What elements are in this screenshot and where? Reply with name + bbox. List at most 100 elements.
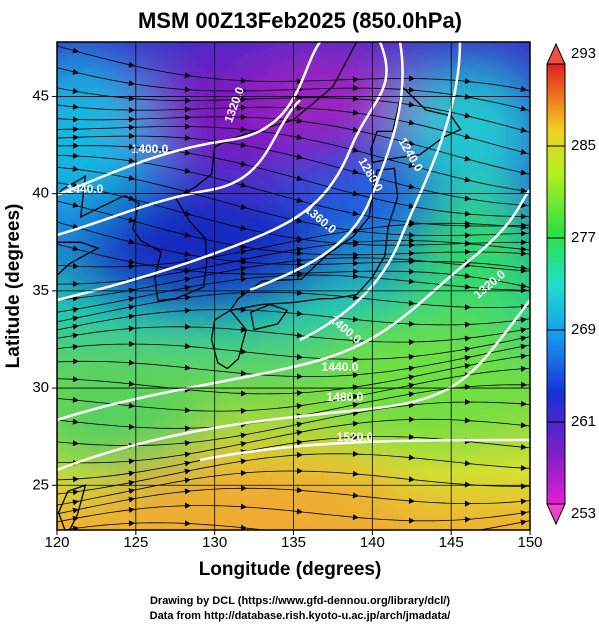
stream-arrow [520, 169, 527, 176]
stream-arrow [408, 320, 415, 327]
streamline [57, 344, 530, 377]
stream-arrow [296, 272, 303, 279]
stream-arrow [240, 104, 247, 111]
stream-arrow [128, 143, 135, 150]
streamline [57, 274, 530, 313]
contour-label: 1440.0 [67, 182, 104, 196]
stream-arrow [520, 224, 527, 231]
stream-arrow [352, 372, 359, 379]
stream-arrow [128, 313, 135, 320]
stream-arrow [408, 339, 415, 346]
stream-arrow [352, 316, 359, 323]
stream-arrow [72, 476, 79, 483]
stream-arrow [128, 470, 135, 477]
stream-arrow [352, 268, 359, 275]
axes: 120 125 130 135 140 145 150 25 30 35 40 45 [32, 87, 542, 551]
stream-arrow [240, 77, 247, 84]
stream-arrow [240, 224, 247, 231]
stream-arrow [296, 246, 303, 253]
stream-arrow [408, 416, 415, 423]
stream-arrow [72, 152, 79, 159]
stream-arrow [240, 126, 247, 133]
stream-arrow [408, 497, 415, 504]
stream-arrow [128, 95, 135, 102]
stream-arrow [352, 126, 359, 133]
colorbar: 253 261 269 277 285 293 [546, 42, 596, 526]
stream-arrow [240, 181, 247, 188]
x-tick-label: 135 [281, 534, 306, 551]
stream-arrow [408, 75, 415, 82]
stream-arrow [184, 407, 191, 414]
stream-arrow [520, 317, 527, 323]
stream-arrow [408, 86, 415, 93]
streamline [57, 309, 530, 331]
stream-arrow [520, 246, 527, 253]
stream-arrow [128, 296, 135, 303]
streamline [57, 87, 530, 133]
stream-arrow [184, 97, 191, 104]
y-axis-label: Latitude (degrees) [3, 204, 24, 369]
stream-arrow [352, 356, 359, 363]
stream-arrow [296, 175, 303, 182]
stream-arrow [520, 239, 527, 246]
stream-arrow [464, 195, 471, 202]
colorbar-tick-label: 269 [571, 321, 596, 338]
grid [57, 42, 530, 530]
colorbar-tick-label: 277 [571, 229, 596, 246]
colorbar-under [546, 503, 566, 526]
stream-arrow [408, 119, 415, 126]
stream-arrow [128, 238, 135, 245]
stream-arrow [72, 295, 79, 302]
stream-arrow [352, 85, 359, 92]
stream-arrow [296, 452, 303, 459]
x-tick-label: 120 [44, 534, 69, 551]
stream-arrow [296, 421, 303, 428]
stream-arrow [296, 332, 303, 339]
stream-arrow [240, 458, 247, 465]
stream-arrow [72, 440, 79, 447]
stream-arrow [128, 258, 135, 265]
stream-arrow [128, 480, 135, 486]
stream-arrow [240, 524, 247, 530]
stream-arrow [128, 402, 135, 409]
streamline [57, 222, 530, 268]
stream-arrow [352, 450, 359, 457]
stream-arrow [128, 380, 135, 387]
stream-arrow [408, 232, 415, 239]
stream-arrow [72, 376, 79, 383]
stream-arrow [464, 112, 471, 119]
stream-arrow [72, 116, 79, 123]
stream-arrow [520, 327, 527, 334]
colorbar-tick-label: 261 [571, 413, 596, 430]
coastline [157, 42, 358, 302]
coastline [57, 241, 100, 276]
stream-arrow [352, 76, 359, 83]
stream-arrow [240, 243, 247, 250]
stream-arrow [464, 363, 471, 370]
stream-arrow [72, 245, 79, 252]
streamline [57, 367, 530, 412]
stream-arrow [184, 502, 191, 509]
stream-arrow [352, 470, 359, 477]
stream-arrow [408, 162, 415, 168]
stream-arrow [408, 278, 415, 285]
stream-arrow [408, 268, 415, 275]
stream-arrow [72, 489, 79, 496]
stream-arrow [72, 507, 79, 514]
stream-arrow [296, 261, 303, 268]
stream-arrow [72, 126, 79, 133]
stream-arrow [464, 220, 471, 227]
stream-arrow [464, 481, 471, 488]
stream-arrow [240, 96, 247, 103]
contour-label: 1480.0 [327, 390, 364, 404]
stream-arrow [128, 175, 135, 181]
stream-arrow [184, 231, 191, 238]
stream-arrow [240, 249, 247, 255]
x-tick-label: 150 [517, 534, 542, 551]
stream-arrow [184, 520, 191, 527]
streamline [57, 336, 530, 360]
stream-arrow [128, 488, 135, 495]
stream-arrow [128, 304, 135, 311]
stream-arrow [296, 439, 303, 446]
stream-arrow [520, 381, 527, 388]
